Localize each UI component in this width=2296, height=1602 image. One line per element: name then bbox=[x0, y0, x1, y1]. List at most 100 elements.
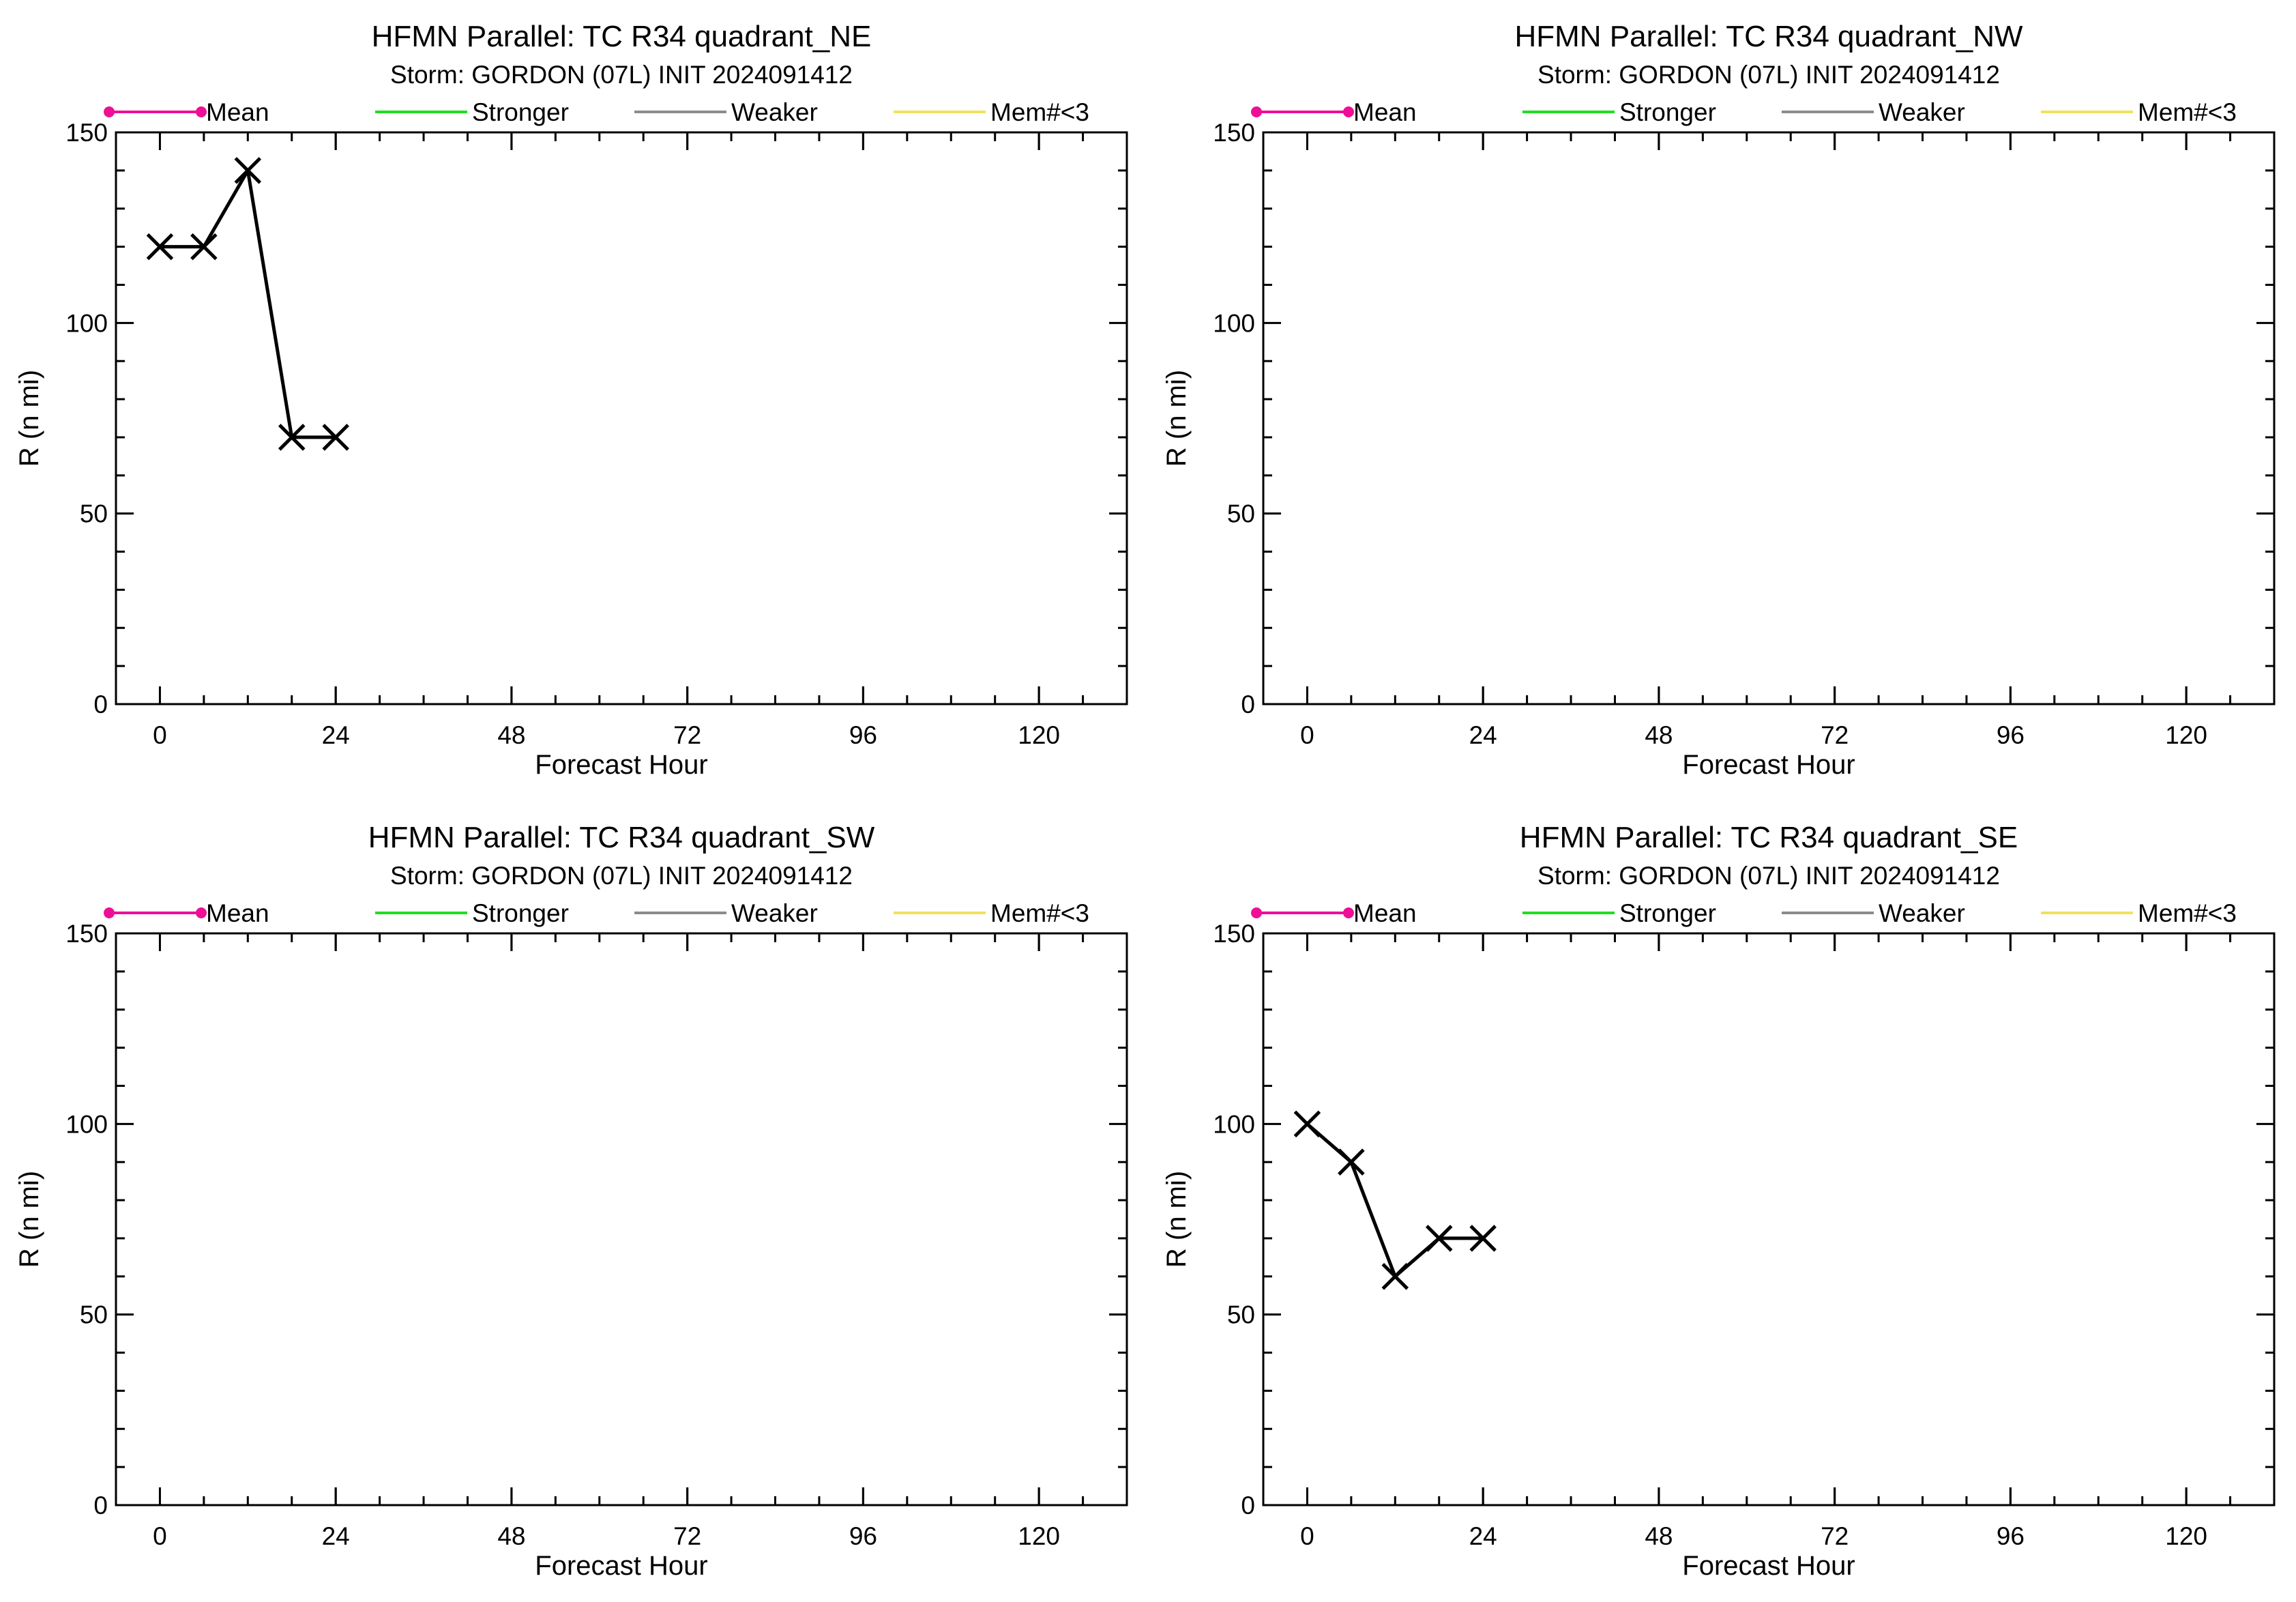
marker-stroke bbox=[322, 424, 349, 451]
y-tick-label: 100 bbox=[1213, 309, 1255, 337]
x-tick-label: 24 bbox=[322, 721, 350, 749]
marker-stroke bbox=[234, 157, 262, 184]
x-tick-label: 120 bbox=[2165, 1522, 2207, 1550]
chart-subtitle: Storm: GORDON (07L) INIT 2024091412 bbox=[390, 61, 853, 89]
legend-label: Weaker bbox=[1879, 899, 1965, 927]
data-point-marker bbox=[1425, 1225, 1453, 1252]
y-tick-label: 150 bbox=[1213, 920, 1255, 948]
data-point-marker bbox=[146, 233, 174, 261]
x-tick-label: 96 bbox=[849, 721, 877, 749]
y-axis-label: R (n mi) bbox=[1162, 1171, 1192, 1268]
chart-subtitle: Storm: GORDON (07L) INIT 2024091412 bbox=[1537, 862, 2000, 890]
x-tick-label: 72 bbox=[673, 1522, 701, 1550]
y-tick-label: 0 bbox=[93, 1491, 108, 1519]
marker-stroke bbox=[1381, 1263, 1409, 1290]
chart-subtitle: Storm: GORDON (07L) INIT 2024091412 bbox=[390, 862, 853, 890]
x-axis-label: Forecast Hour bbox=[1682, 1551, 1855, 1581]
x-tick-label: 48 bbox=[1645, 721, 1673, 749]
y-axis-label: R (n mi) bbox=[14, 370, 44, 467]
y-tick-label: 100 bbox=[65, 309, 108, 337]
legend-label: Stronger bbox=[472, 98, 569, 126]
chart-panel-4: HFMN Parallel: TC R34 quadrant_SE Storm: … bbox=[1162, 821, 2276, 1581]
plot-frame bbox=[115, 932, 1128, 1506]
y-tick-label: 100 bbox=[1213, 1110, 1255, 1138]
plot-frame bbox=[1262, 932, 2276, 1506]
data-point-marker bbox=[1338, 1148, 1365, 1176]
legend-marker bbox=[104, 106, 115, 117]
chart-title: HFMN Parallel: TC R34 quadrant_SW bbox=[368, 821, 875, 854]
marker-stroke bbox=[1338, 1148, 1365, 1176]
legend-label: Mem#<3 bbox=[990, 98, 1089, 126]
y-axis-label: R (n mi) bbox=[14, 1171, 44, 1268]
data-point-marker bbox=[278, 424, 306, 451]
y-tick-label: 50 bbox=[1227, 1301, 1255, 1329]
legend-label: Weaker bbox=[731, 98, 818, 126]
legend-marker bbox=[1251, 106, 1262, 117]
plot-frame bbox=[115, 131, 1128, 705]
legend-label: Mem#<3 bbox=[2138, 899, 2237, 927]
plot-frame bbox=[1262, 131, 2276, 705]
legend-label: Mean bbox=[1353, 899, 1417, 927]
x-tick-label: 24 bbox=[322, 1522, 350, 1550]
x-tick-label: 0 bbox=[153, 1522, 167, 1550]
x-tick-label: 120 bbox=[1018, 1522, 1060, 1550]
legend-marker bbox=[1343, 106, 1354, 117]
legend-marker bbox=[104, 907, 115, 918]
x-tick-label: 120 bbox=[2165, 721, 2207, 749]
x-axis-label: Forecast Hour bbox=[535, 750, 707, 780]
x-tick-label: 24 bbox=[1469, 721, 1497, 749]
chart-panel-2: HFMN Parallel: TC R34 quadrant_NW Storm: … bbox=[1162, 20, 2276, 780]
marker-stroke bbox=[278, 424, 306, 451]
legend-marker bbox=[196, 106, 207, 117]
legend-label: Mem#<3 bbox=[990, 899, 1089, 927]
x-tick-label: 72 bbox=[673, 721, 701, 749]
y-tick-label: 150 bbox=[65, 119, 108, 147]
chart-panel-3: HFMN Parallel: TC R34 quadrant_SW Storm: … bbox=[14, 821, 1128, 1581]
y-tick-label: 50 bbox=[80, 500, 108, 528]
x-tick-label: 48 bbox=[497, 1522, 525, 1550]
legend-label: Stronger bbox=[472, 899, 569, 927]
x-tick-label: 48 bbox=[1645, 1522, 1673, 1550]
data-point-marker bbox=[190, 233, 218, 261]
data-point-marker bbox=[1469, 1225, 1497, 1252]
x-tick-label: 0 bbox=[153, 721, 167, 749]
x-tick-label: 120 bbox=[1018, 721, 1060, 749]
legend-label: Weaker bbox=[1879, 98, 1965, 126]
x-tick-label: 48 bbox=[497, 721, 525, 749]
legend-label: Mean bbox=[1353, 98, 1417, 126]
marker-stroke bbox=[1425, 1225, 1453, 1252]
legend-label: Mem#<3 bbox=[2138, 98, 2237, 126]
marker-stroke bbox=[1469, 1225, 1497, 1252]
x-tick-label: 96 bbox=[1997, 1522, 2025, 1550]
y-tick-label: 100 bbox=[65, 1110, 108, 1138]
legend-marker bbox=[1343, 907, 1354, 918]
legend-label: Weaker bbox=[731, 899, 818, 927]
y-tick-label: 150 bbox=[1213, 119, 1255, 147]
data-point-marker bbox=[234, 157, 262, 184]
x-tick-label: 0 bbox=[1300, 1522, 1314, 1550]
x-axis-label: Forecast Hour bbox=[535, 1551, 707, 1581]
y-tick-label: 0 bbox=[1241, 1491, 1255, 1519]
chart-title: HFMN Parallel: TC R34 quadrant_NW bbox=[1515, 20, 2023, 53]
legend-label: Stronger bbox=[1619, 98, 1716, 126]
legend-marker bbox=[196, 907, 207, 918]
y-tick-label: 50 bbox=[80, 1301, 108, 1329]
x-axis-label: Forecast Hour bbox=[1682, 750, 1855, 780]
chart-title: HFMN Parallel: TC R34 quadrant_SE bbox=[1520, 821, 2018, 854]
chart-panel-1: HFMN Parallel: TC R34 quadrant_NE Storm: … bbox=[14, 20, 1128, 780]
legend-label: Mean bbox=[206, 899, 269, 927]
x-tick-label: 24 bbox=[1469, 1522, 1497, 1550]
y-tick-label: 150 bbox=[65, 920, 108, 948]
data-point-marker bbox=[1381, 1263, 1409, 1290]
legend-marker bbox=[1251, 907, 1262, 918]
legend-label: Mean bbox=[206, 98, 269, 126]
marker-stroke bbox=[1293, 1110, 1321, 1138]
data-point-marker bbox=[322, 424, 349, 451]
x-tick-label: 0 bbox=[1300, 721, 1314, 749]
chart-title: HFMN Parallel: TC R34 quadrant_NE bbox=[372, 20, 872, 53]
y-tick-label: 50 bbox=[1227, 500, 1255, 528]
x-tick-label: 72 bbox=[1821, 721, 1849, 749]
y-axis-label: R (n mi) bbox=[1162, 370, 1192, 467]
